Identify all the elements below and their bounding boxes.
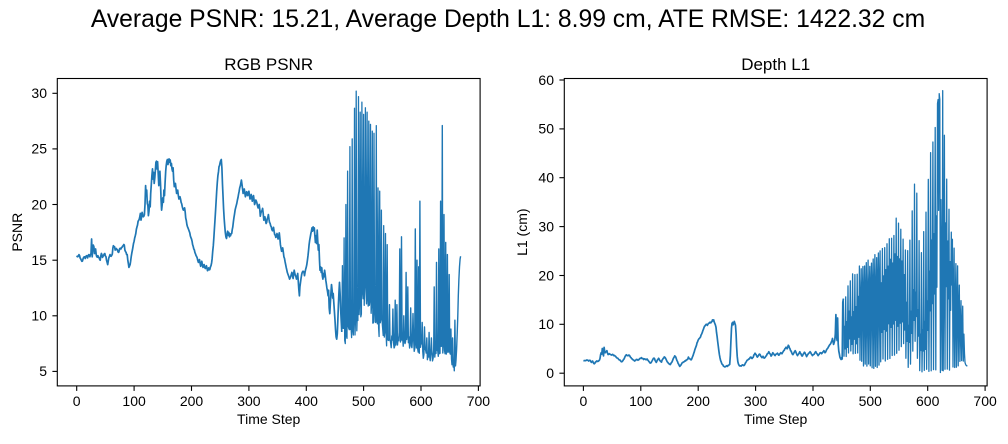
svg-text:60: 60 bbox=[538, 72, 554, 88]
svg-text:500: 500 bbox=[352, 393, 376, 409]
svg-text:5: 5 bbox=[39, 363, 47, 379]
svg-text:15: 15 bbox=[31, 252, 47, 268]
svg-text:10: 10 bbox=[538, 316, 554, 332]
svg-text:50: 50 bbox=[538, 121, 554, 137]
svg-text:100: 100 bbox=[122, 393, 146, 409]
svg-text:PSNR: PSNR bbox=[9, 213, 25, 252]
svg-text:400: 400 bbox=[801, 393, 825, 409]
svg-text:20: 20 bbox=[538, 267, 554, 283]
svg-text:Time Step: Time Step bbox=[237, 411, 300, 427]
svg-text:600: 600 bbox=[916, 393, 940, 409]
svg-text:0: 0 bbox=[73, 393, 81, 409]
svg-text:10: 10 bbox=[31, 308, 47, 324]
svg-text:Time Step: Time Step bbox=[744, 411, 807, 427]
svg-text:0: 0 bbox=[546, 365, 554, 381]
svg-text:Average PSNR: 15.21, Average D: Average PSNR: 15.21, Average Depth L1: 8… bbox=[91, 6, 925, 33]
svg-text:200: 200 bbox=[687, 393, 711, 409]
svg-text:RGB PSNR: RGB PSNR bbox=[224, 55, 313, 74]
svg-text:0: 0 bbox=[580, 393, 588, 409]
svg-text:200: 200 bbox=[180, 393, 204, 409]
svg-text:40: 40 bbox=[538, 170, 554, 186]
svg-text:100: 100 bbox=[629, 393, 653, 409]
svg-text:700: 700 bbox=[973, 393, 997, 409]
svg-text:30: 30 bbox=[538, 218, 554, 234]
svg-text:25: 25 bbox=[31, 141, 47, 157]
svg-text:30: 30 bbox=[31, 85, 47, 101]
svg-text:600: 600 bbox=[409, 393, 433, 409]
svg-text:Depth L1: Depth L1 bbox=[741, 55, 810, 74]
svg-text:300: 300 bbox=[237, 393, 261, 409]
svg-text:500: 500 bbox=[859, 393, 883, 409]
svg-text:300: 300 bbox=[744, 393, 768, 409]
svg-text:L1 (cm): L1 (cm) bbox=[514, 208, 530, 255]
svg-text:700: 700 bbox=[467, 393, 491, 409]
svg-text:20: 20 bbox=[31, 196, 47, 212]
svg-text:400: 400 bbox=[295, 393, 319, 409]
